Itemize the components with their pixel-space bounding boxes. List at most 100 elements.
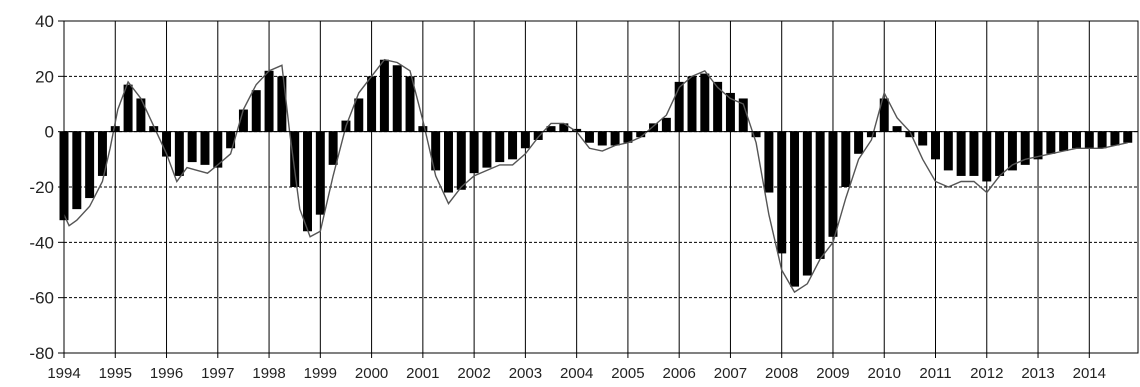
x-tick-label: 2002 [457, 365, 490, 382]
bar [905, 131, 915, 138]
x-tick-label: 1996 [150, 365, 183, 382]
x-tick-label: 1995 [99, 365, 132, 382]
y-tick-label: 40 [35, 12, 54, 31]
bar [854, 131, 864, 154]
x-tick-label: 2006 [662, 365, 695, 382]
bar [841, 131, 851, 187]
y-tick-label: -40 [29, 233, 54, 252]
bar [520, 131, 530, 149]
bar [110, 126, 120, 132]
bar [174, 131, 184, 176]
bar [72, 131, 82, 210]
bar-series [59, 59, 1133, 287]
bar [1084, 131, 1094, 149]
bar [1059, 131, 1069, 152]
x-axis-tick-labels: 1994 1995 1996 1997 1998 1999 2000 2001 2002 2003… [47, 365, 1106, 382]
bar [802, 131, 812, 276]
x-tick-label: 2003 [509, 365, 542, 382]
bar [277, 76, 287, 132]
bar [136, 98, 146, 132]
bar [1033, 131, 1043, 160]
x-tick-label: 2007 [714, 365, 747, 382]
x-tick-label: 2010 [868, 365, 901, 382]
x-tick-label: 2001 [406, 365, 439, 382]
x-tick-label: 1997 [201, 365, 234, 382]
x-tick-label: 2012 [970, 365, 1003, 382]
bar [1110, 131, 1120, 146]
bar [1097, 131, 1107, 149]
bar [866, 131, 876, 138]
bar [584, 131, 594, 143]
bar [815, 131, 825, 259]
bar [713, 81, 723, 132]
bar [482, 131, 492, 168]
bar [290, 131, 300, 187]
bar [1020, 131, 1030, 165]
x-tick-label: 2014 [1073, 365, 1106, 382]
bar [354, 98, 364, 132]
bar [649, 123, 659, 132]
bar [610, 131, 620, 146]
bar [892, 126, 902, 132]
bar [200, 131, 210, 165]
bar [85, 131, 95, 199]
bar [674, 81, 684, 132]
bar [264, 70, 274, 132]
x-tick-label: 1994 [47, 365, 80, 382]
bar [431, 131, 441, 171]
bar [392, 65, 402, 132]
bar [495, 131, 505, 163]
grid [64, 21, 1138, 353]
bar [995, 131, 1005, 176]
bar [444, 131, 453, 193]
y-axis-tick-labels: 40 20 0 -20 -40 -60 -80 [29, 12, 54, 363]
bar [828, 131, 838, 237]
x-tick-label: 2004 [560, 365, 593, 382]
y-tick-label: 20 [35, 67, 54, 86]
bar [303, 131, 312, 232]
bar [546, 126, 556, 132]
bar [97, 131, 107, 176]
series-line [63, 58, 1128, 294]
bar [162, 131, 172, 157]
line-series [63, 58, 1128, 294]
x-tick-label: 2008 [765, 365, 798, 382]
bar [764, 131, 774, 193]
bar [226, 131, 236, 149]
bar [1071, 131, 1081, 149]
bar [623, 131, 633, 143]
axes [58, 20, 1139, 358]
x-tick-label: 1998 [252, 365, 285, 382]
bar [533, 131, 543, 140]
bar [328, 131, 338, 165]
bar [751, 131, 761, 138]
bar [969, 131, 979, 176]
bar [251, 90, 261, 132]
bar [572, 128, 582, 132]
bar [1046, 131, 1056, 154]
y-tick-label: -20 [29, 178, 54, 197]
x-tick-label: 2013 [1021, 365, 1054, 382]
bar [418, 126, 428, 132]
bar [931, 131, 940, 160]
bar [187, 131, 197, 163]
bar [956, 131, 966, 176]
bar [149, 126, 159, 132]
bar [1123, 131, 1133, 143]
bar [700, 73, 710, 132]
bar [738, 98, 748, 132]
y-tick-label: -60 [29, 289, 54, 308]
bar [661, 117, 671, 132]
x-tick-label: 2000 [355, 365, 388, 382]
bar [943, 131, 953, 171]
bar [597, 131, 607, 146]
x-tick-label: 1999 [304, 365, 337, 382]
bar [367, 76, 377, 132]
bar [469, 131, 479, 174]
bar [982, 131, 992, 182]
x-tick-label: 2005 [611, 365, 644, 382]
bar [405, 76, 415, 132]
bar [238, 109, 248, 132]
x-tick-label: 2009 [816, 365, 849, 382]
